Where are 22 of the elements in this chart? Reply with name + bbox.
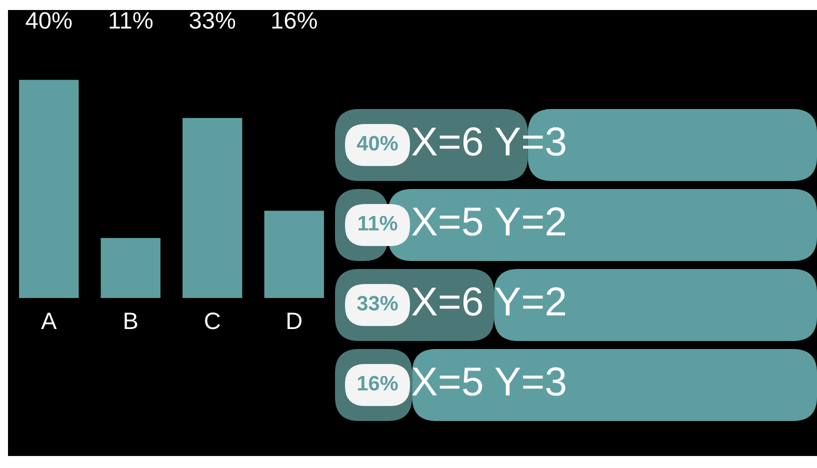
- data-label: 16%: [358, 376, 398, 391]
- bar: [412, 349, 817, 421]
- bar: [19, 80, 79, 298]
- data-label: 33%: [190, 12, 236, 29]
- y-tick-label: X=6 Y=2: [412, 287, 566, 316]
- data-label: 40%: [356, 136, 398, 151]
- data-label: 33%: [357, 296, 398, 311]
- x-tick-label: C: [205, 312, 220, 330]
- x-tick-label: B: [124, 312, 138, 329]
- bar: [182, 118, 242, 298]
- data-label: 11%: [110, 12, 153, 29]
- data-label: 40%: [26, 12, 72, 29]
- bar: [264, 210, 324, 298]
- data-label: 16%: [272, 12, 317, 29]
- x-tick-label: D: [288, 312, 302, 329]
- x-tick-label: A: [41, 312, 57, 329]
- data-label: 11%: [358, 216, 398, 231]
- y-tick-label: X=5 Y=2: [412, 207, 566, 236]
- y-tick-label: X=6 Y=3: [412, 127, 566, 156]
- bar: [494, 269, 817, 341]
- bar: [100, 238, 160, 298]
- y-tick-label: X=5 Y=3: [412, 367, 566, 396]
